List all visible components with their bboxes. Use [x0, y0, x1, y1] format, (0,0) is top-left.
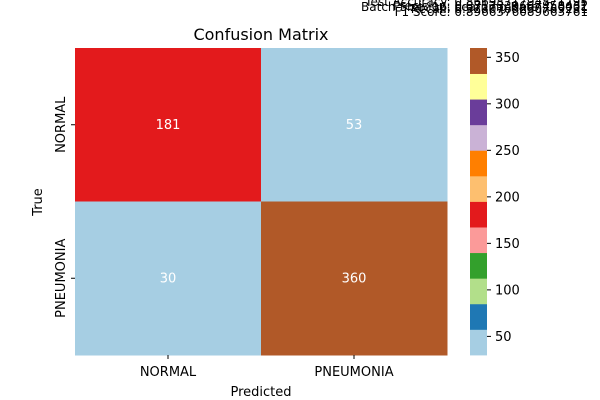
heatmap-cell [75, 201, 262, 356]
colorbar-segment [470, 252, 487, 279]
f1-score-text: F1 Score: 0.8966376089663761 [394, 5, 588, 19]
heatmap-cells [75, 48, 448, 356]
colorbar-tick-label: 150 [495, 237, 520, 252]
cell-annotations: 181 53 30 360 [156, 118, 367, 287]
colorbar-segment [470, 175, 487, 202]
heatmap-cell [75, 48, 262, 202]
heatmap-cell [261, 48, 448, 202]
colorbar-tick-label: 50 [495, 330, 512, 345]
x-axis-ticks: NORMAL PNEUMONIA [140, 355, 394, 380]
colorbar-segment [470, 329, 487, 356]
test-accuracy-text: Test Accuracy: 0.8669871794871795 [365, 0, 588, 9]
cell-value-label: 30 [160, 271, 177, 286]
chart-title: Confusion Matrix [193, 25, 328, 44]
colorbar-tick-label: 100 [495, 283, 520, 298]
colorbar-segment [470, 150, 487, 177]
colorbar-tick-label: 300 [495, 97, 520, 112]
colorbar [470, 48, 487, 356]
cell-value-label: 360 [342, 271, 367, 286]
recall-text: Recall: 0.9230769230769231 [410, 2, 588, 16]
colorbar-segment [470, 124, 487, 151]
colorbar-segment [470, 278, 487, 305]
x-axis-label: Predicted [230, 385, 291, 400]
colorbar-segment [470, 303, 487, 330]
precision-text: Precision: 0.8717339667458432 [392, 0, 588, 13]
colorbar-tick-label: 200 [495, 190, 520, 205]
y-tick-label: PNEUMONIA [54, 239, 69, 318]
y-axis-ticks: NORMAL PNEUMONIA [54, 96, 75, 318]
y-axis-label: True [31, 188, 46, 217]
colorbar-ticks: 50 100 150 200 250 300 350 [487, 51, 520, 345]
batch-size-text: Batch Size: 16, Learning Rate: 0.0001 [361, 0, 588, 14]
colorbar-segment [470, 227, 487, 254]
colorbar-tick-label: 350 [495, 51, 520, 66]
colorbar-segment [470, 201, 487, 228]
colorbar-segment [470, 99, 487, 126]
y-tick-label: NORMAL [54, 96, 69, 153]
x-tick-label: PNEUMONIA [314, 365, 393, 380]
cell-value-label: 53 [346, 118, 363, 133]
colorbar-segment [470, 73, 487, 100]
colorbar-tick-label: 250 [495, 144, 520, 159]
x-tick-label: NORMAL [140, 365, 197, 380]
colorbar-segment [470, 48, 487, 74]
heatmap-cell [261, 201, 448, 356]
cell-value-label: 181 [156, 118, 181, 133]
